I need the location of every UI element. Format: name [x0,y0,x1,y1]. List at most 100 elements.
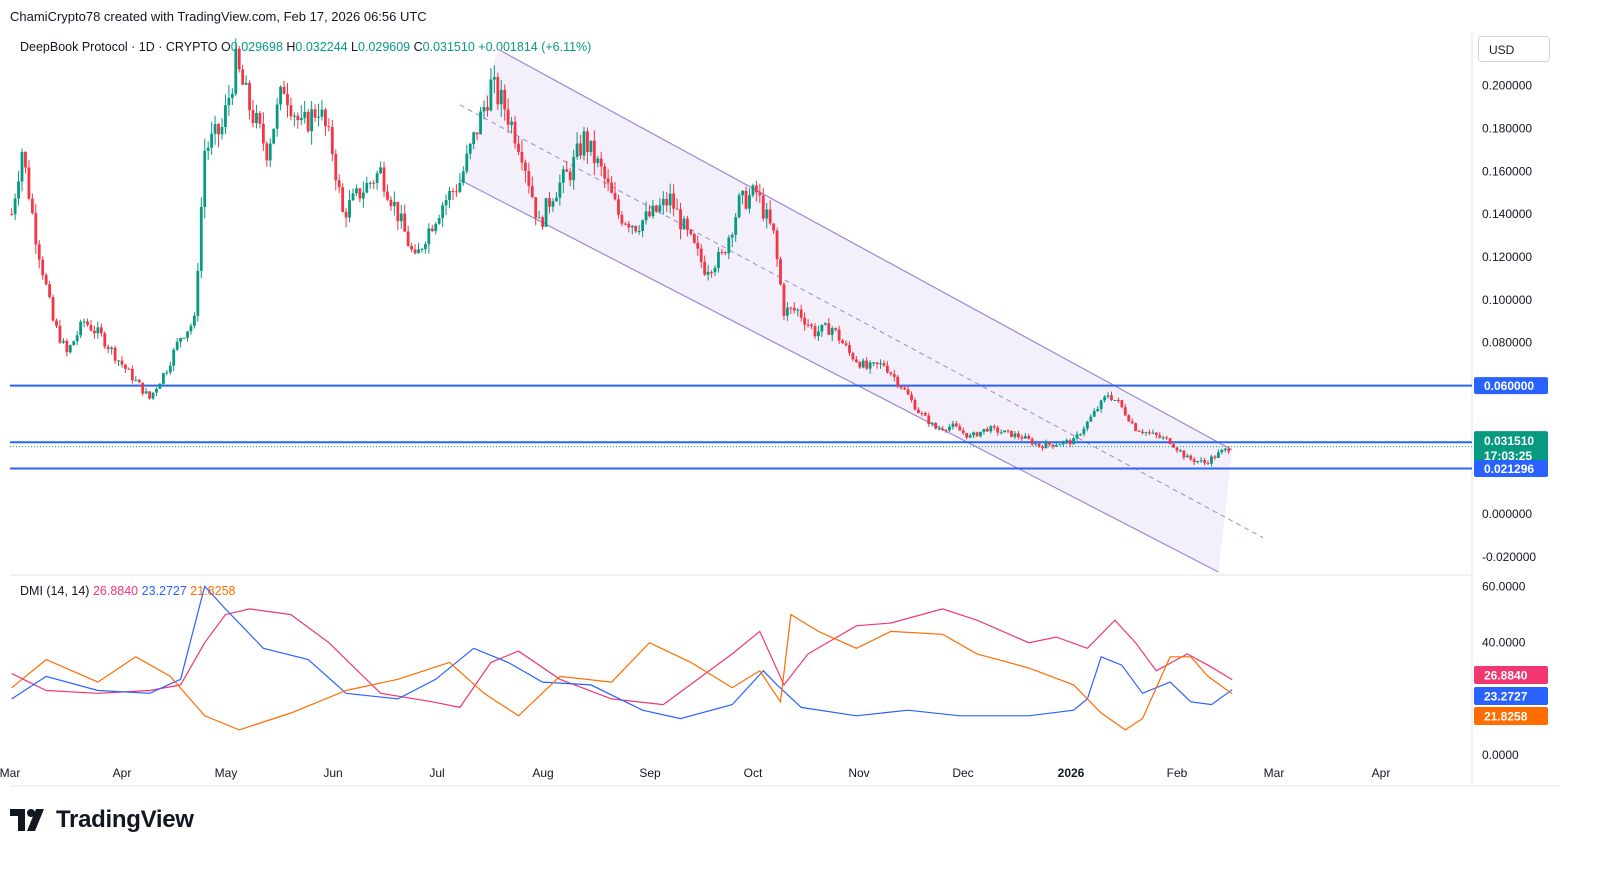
candle-body [710,271,713,273]
candle-body [555,197,558,202]
candle-body [241,69,245,85]
dmi-name[interactable]: DMI (14, 14) [20,584,90,598]
candle-body [1199,460,1203,462]
candle-body [623,223,627,225]
candle-body [1189,455,1193,460]
candle-body [399,213,403,222]
candle-body [279,86,282,105]
candle-body [586,131,589,153]
candle-body [310,109,314,132]
candle-body [679,209,682,230]
candle-body [48,284,51,298]
candle-body [1017,433,1020,438]
candle-body [758,192,762,196]
candle-body [234,48,238,94]
candle-body [96,327,100,334]
time-axis[interactable]: Mar Apr May Jun Jul Aug Sep Oct Nov Dec 2026 Feb Mar… [0,766,1390,780]
candle-body [151,392,155,399]
candle-body [727,237,731,254]
candle-body [579,143,582,156]
dmi-tag-label: 26.8840 [1484,669,1528,683]
candle-body [1158,435,1162,438]
time-tick-label: May [215,766,238,780]
candle-body [765,209,769,219]
candle-body [754,185,758,193]
candle-body [661,198,665,206]
price-legend: DeepBook Protocol · 1D · CRYPTO O0.02969… [20,40,591,54]
candle-body [720,251,724,253]
candle-body [213,124,217,134]
candle-body [789,307,793,309]
candle-body [730,234,734,238]
price-tick-label: 0.160000 [1482,164,1532,178]
candle-body [68,345,72,353]
currency-button[interactable]: USD [1478,36,1550,62]
candle-body [144,391,148,394]
candle-body [386,191,389,200]
candle-body [751,185,755,196]
candle-body [927,415,931,425]
candle-body [348,200,351,218]
candle-body [161,373,165,384]
candle-body [423,244,427,249]
price-tick-label: -0.020000 [1482,550,1536,564]
candle-body [30,198,34,213]
candle-body [334,154,338,181]
candle-body [1037,443,1041,447]
candle-body [537,217,541,219]
candle-body [86,321,89,325]
candle-body [641,220,645,231]
candle-body [803,317,807,325]
attribution-text: ChamiCrypto78 created with TradingView.c… [10,9,427,24]
candle-body [972,432,975,436]
candle-body [699,248,703,262]
candle-body [1079,434,1082,436]
price-axis[interactable]: 0.200000 0.180000 0.160000 0.140000 0.120000… [1482,79,1536,564]
candle-body [899,385,903,388]
candle-body [272,128,276,144]
candle-body [903,387,907,390]
candle-body [306,111,310,132]
candle-body [851,352,855,360]
candle-body [461,171,465,183]
candle-body [1051,444,1055,447]
candle-body [1203,460,1206,463]
candle-body [682,218,686,230]
candle-body [713,268,717,273]
candle-body [1099,400,1103,410]
channel-fill [459,49,1233,572]
candle-body [961,430,965,433]
tradingview-brand[interactable]: TradingView [10,806,194,834]
candle-body [499,89,503,105]
candle-body [582,131,586,156]
tradingview-logo-icon [10,809,44,831]
candle-body [44,275,48,285]
dmi-axis[interactable]: 60.0000 40.0000 0.0000 [1482,579,1526,762]
price-tags: 0.0600000.0335410.03151017:03:250.021296… [1474,377,1548,725]
candle-body [403,213,407,232]
candle-body [465,153,469,172]
candle-body [517,143,520,152]
candle-body [175,341,179,350]
candle-body [1172,444,1175,448]
candle-body [848,345,851,353]
candle-body [179,338,183,342]
dmi-tag-label: 21.8258 [1484,710,1528,724]
candle-body [1182,450,1186,458]
candle-body [706,271,710,275]
candle-body [472,132,476,145]
price-tick-label: 0.080000 [1482,336,1532,350]
candle-body [1120,400,1124,408]
candle-body [1010,430,1013,437]
candle-body [313,109,317,118]
candle-body [613,192,617,200]
candle-body [351,193,355,201]
candle-body [458,182,462,192]
candle-body [703,261,707,275]
symbol-name[interactable]: DeepBook Protocol · 1D · CRYPTO [20,40,218,54]
candle-body [1168,438,1172,445]
dmi-tick-label: 0.0000 [1482,748,1519,762]
candle-body [1179,450,1182,452]
dmi-value-tag [1474,687,1548,705]
